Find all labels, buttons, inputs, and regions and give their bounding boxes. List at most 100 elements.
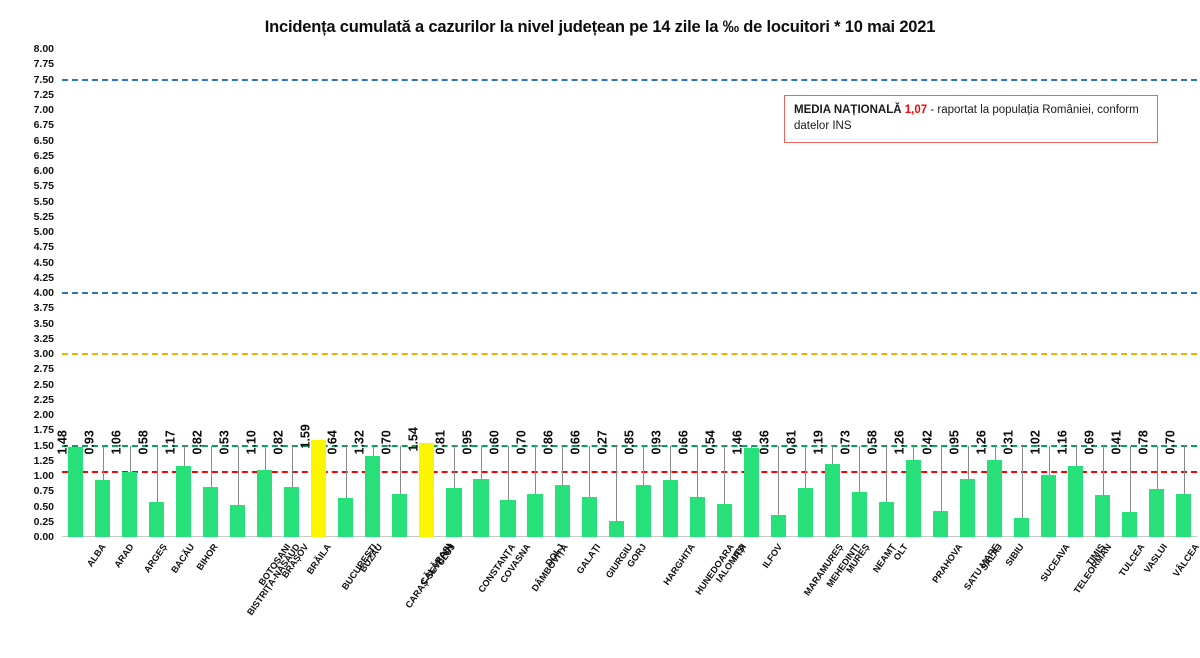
bar-bra-ov[interactable] <box>257 469 273 537</box>
bar-c-l-ra-i[interactable] <box>392 494 408 537</box>
bar-neam-[interactable] <box>851 492 867 537</box>
value-leader-line <box>859 445 861 493</box>
x-axis-labels: ALBA ARAD ARGEȘ BACĂU BIHOR BISTRIȚA-NĂSĂUD BO… <box>62 540 1200 640</box>
bar-gorj[interactable] <box>608 520 624 537</box>
value-leader-line <box>237 445 239 505</box>
bar-slot: 1.16 <box>1055 49 1089 537</box>
y-axis-tick: 2.50 <box>33 378 54 391</box>
value-leader-line <box>967 445 969 480</box>
bar-slot: 0.86 <box>542 49 576 537</box>
value-leader-line <box>670 445 672 481</box>
bar-mure-[interactable] <box>824 464 840 537</box>
x-label-slot: PRAHOVA <box>900 540 965 640</box>
bar-slot: 0.73 <box>839 49 873 537</box>
bar-bucure-ti[interactable] <box>311 440 327 537</box>
y-axis-tick: 2.25 <box>33 393 54 406</box>
bar-teleorman[interactable] <box>1041 474 1057 537</box>
bar-slot: 1.54 <box>406 49 440 537</box>
y-axis-tick: 7.50 <box>33 73 54 86</box>
bar-slot: 1.17 <box>163 49 197 537</box>
x-label-slot: HARGHITA <box>630 540 698 640</box>
x-label-slot: BISTRIȚA-NĂSĂUD <box>197 540 302 640</box>
bar-buz-u[interactable] <box>338 497 354 537</box>
value-leader-line <box>508 445 510 501</box>
bar-br-ila[interactable] <box>284 486 300 537</box>
x-label-slot: NEAMȚ <box>846 540 898 640</box>
value-leader-line <box>562 445 564 485</box>
bar-arad[interactable] <box>94 480 111 537</box>
national-average-note: MEDIA NAȚIONALĂ 1,07 - raportat la popul… <box>784 95 1158 144</box>
bar-maramure-[interactable] <box>770 515 786 537</box>
bar-vrancea[interactable] <box>1176 494 1192 537</box>
bar-sibiu[interactable] <box>987 460 1003 537</box>
y-axis: 8.00 7.75 7.50 7.25 7.00 6.75 6.50 6.25 6.00 5.75… <box>0 0 62 658</box>
value-leader-line <box>264 445 266 470</box>
x-label-slot: ILFOV <box>738 540 785 640</box>
bar-slot: 0.41 <box>1109 49 1143 537</box>
bar-hunedoara[interactable] <box>662 480 678 537</box>
value-leader-line <box>1048 445 1050 475</box>
bar-boto-ani[interactable] <box>230 504 246 537</box>
bar-gala-i[interactable] <box>554 484 570 537</box>
bar-satu-mare[interactable] <box>932 511 949 537</box>
bar-alba[interactable] <box>67 446 84 537</box>
x-label-slot: DOLJ <box>522 540 566 640</box>
bar-s-laj[interactable] <box>959 479 976 537</box>
bar-prahova[interactable] <box>905 460 922 537</box>
bar-ia-i[interactable] <box>716 504 732 537</box>
x-label-slot: HUNEDOARA <box>657 540 736 640</box>
bar-d-mbovi-a[interactable] <box>500 500 516 537</box>
bar-slot: 0.58 <box>866 49 900 537</box>
bar-slot: 1.46 <box>731 49 765 537</box>
bar-slot: 0.93 <box>650 49 684 537</box>
value-leader-line <box>616 445 618 521</box>
value-leader-line <box>345 445 347 498</box>
bar-harghita[interactable] <box>635 485 651 537</box>
value-leader-line <box>291 445 293 487</box>
reference-line-orange <box>62 353 1197 355</box>
bar-ialomi-a[interactable] <box>689 496 705 537</box>
bar-tulcea[interactable] <box>1095 494 1111 537</box>
bar-slot: 1.02 <box>1028 49 1062 537</box>
bar-ilfov[interactable] <box>743 447 759 537</box>
bar-bihor[interactable] <box>176 465 192 537</box>
bar-dolj[interactable] <box>527 494 543 537</box>
bar-v-lcea[interactable] <box>1149 489 1165 537</box>
x-label-slot: GALAȚI <box>549 540 603 640</box>
bar-slot: 0.78 <box>1136 49 1170 537</box>
value-leader-line <box>1075 445 1077 467</box>
y-axis-tick: 4.00 <box>33 287 54 299</box>
x-label-slot: SIBIU <box>981 540 1025 640</box>
y-axis-tick: 3.00 <box>33 348 54 360</box>
value-leader-line <box>1156 445 1158 490</box>
bar-giurgiu[interactable] <box>581 496 597 537</box>
bar-cara-severin[interactable] <box>365 456 381 537</box>
bar-bistri-a-n-s-ud[interactable] <box>203 486 219 537</box>
bar-vaslui[interactable] <box>1122 512 1138 537</box>
bar-covasna[interactable] <box>473 479 489 537</box>
y-axis-tick: 1.25 <box>33 454 54 467</box>
bar-olt[interactable] <box>878 501 895 537</box>
y-axis-tick: 0.00 <box>33 531 54 543</box>
bar-cluj[interactable] <box>419 443 435 537</box>
x-label-slot: CLUJ <box>413 540 457 640</box>
bar-constan-a[interactable] <box>446 487 462 537</box>
bar-slot: 0.70 <box>515 49 549 537</box>
bar-slot: 1.48 <box>55 49 89 537</box>
x-label-slot: BOTOȘANI <box>224 540 292 640</box>
bar-timi-[interactable] <box>1068 466 1084 537</box>
bar-arge-[interactable] <box>122 472 138 537</box>
bar-suceava[interactable] <box>1014 518 1030 537</box>
bar-mehedin-i[interactable] <box>797 487 813 537</box>
value-leader-line <box>643 445 645 486</box>
value-leader-line <box>129 445 131 473</box>
bar-slot: 0.36 <box>758 49 792 537</box>
x-label-slot: CONSTANȚA <box>440 540 517 640</box>
bar-bac-u[interactable] <box>149 501 165 537</box>
x-label-slot: CARAȘ-SEVERIN <box>359 540 455 640</box>
y-axis-tick: 2.75 <box>33 363 54 376</box>
x-label-slot: CĂLĂRAȘI <box>386 540 453 640</box>
bar-slot: 0.69 <box>1082 49 1116 537</box>
value-leader-line <box>453 445 455 488</box>
